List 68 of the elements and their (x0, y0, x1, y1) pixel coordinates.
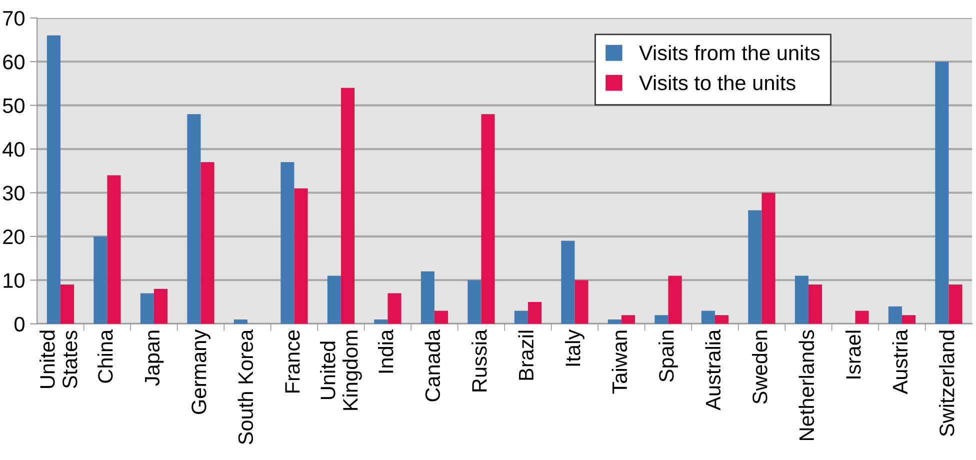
x-tick-label: Israel (846, 330, 861, 378)
y-tick-label: 20 (3, 229, 24, 244)
bar (294, 188, 308, 324)
bar (948, 284, 962, 324)
x-tick-label: Switzerland (939, 330, 954, 436)
bar (574, 280, 588, 324)
bar (902, 315, 916, 324)
x-tick-label: Russia (472, 329, 487, 392)
y-tick-label: 40 (2, 142, 24, 157)
bar (855, 310, 869, 324)
bar (374, 319, 388, 324)
x-tick-label: India (378, 329, 394, 373)
x-tick-label: South Korea (238, 329, 254, 444)
bar (794, 276, 808, 324)
x-tick-label: Taiwan (612, 330, 628, 394)
x-tick-label: Canada (424, 329, 440, 402)
bar (935, 62, 949, 324)
x-tick-label: France (285, 330, 300, 393)
bar (107, 175, 121, 324)
bar (888, 306, 902, 324)
bar (280, 162, 294, 324)
bar (420, 271, 434, 324)
legend-label: Visits from the units (639, 45, 820, 60)
bar (140, 293, 154, 324)
bar (340, 88, 355, 324)
y-tick-label: 10 (4, 273, 24, 288)
legend-label: Visits to the units (639, 74, 796, 90)
x-tick-label: Austria (892, 329, 908, 394)
bar (748, 210, 762, 324)
bar (608, 319, 622, 324)
bar (200, 162, 214, 324)
x-tick-label: Germany (192, 329, 210, 414)
y-tick-label: 0 (14, 316, 24, 332)
x-tick-label: Netherlands (798, 330, 814, 440)
bar (234, 319, 248, 324)
bar (60, 284, 74, 324)
bar (388, 293, 402, 324)
bar (154, 288, 168, 324)
y-tick-label: 60 (3, 54, 24, 70)
bar (714, 315, 729, 324)
bar (701, 310, 715, 324)
bar (468, 280, 482, 324)
bar (514, 310, 528, 324)
bar (481, 114, 495, 324)
bar (187, 114, 201, 324)
x-tick-label: Spain (658, 330, 678, 382)
x-tick-label: Australia (705, 329, 721, 410)
bar (94, 236, 108, 324)
x-tick-label: Sweden (752, 330, 768, 404)
bar (654, 315, 668, 324)
y-tick-label: 50 (2, 98, 24, 114)
bar (762, 192, 776, 324)
x-tick-label: Japan (145, 330, 164, 386)
x-tick-label: Brazil (518, 330, 534, 380)
bar (621, 315, 636, 324)
bar (46, 35, 60, 324)
bar (561, 240, 575, 324)
bar (434, 310, 448, 324)
x-tick-label: Italy (565, 329, 584, 366)
bar (327, 276, 341, 324)
y-tick-label: 70 (3, 10, 24, 26)
bar (808, 284, 822, 324)
x-tick-label: China (98, 329, 113, 383)
x-tick-label: United Kingdom (320, 330, 362, 410)
bar (528, 302, 542, 324)
bar (668, 276, 682, 324)
x-tick-label: United States (40, 330, 78, 388)
y-tick-label: 30 (2, 186, 24, 200)
